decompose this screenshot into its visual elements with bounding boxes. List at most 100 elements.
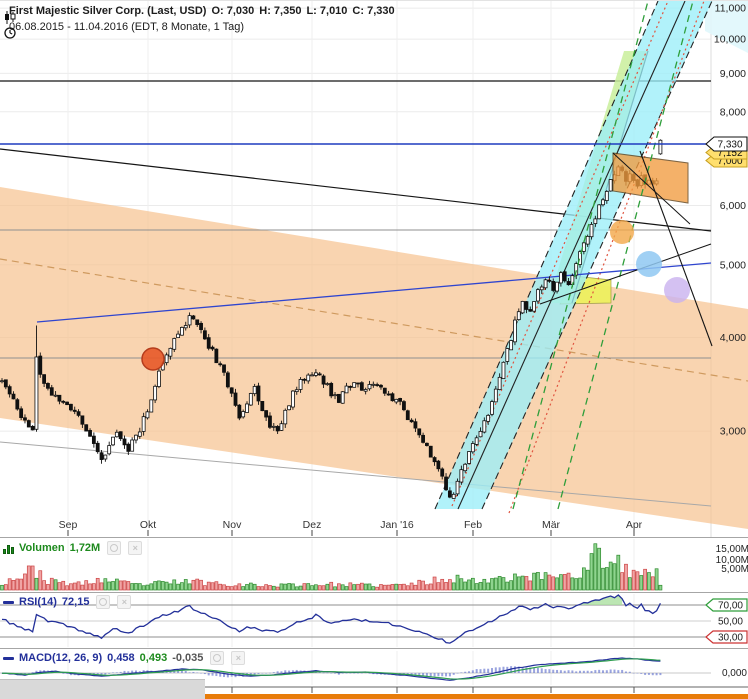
rsi-axis-label: 50,00 — [718, 617, 743, 628]
annotation-marker-circle-blue[interactable] — [636, 251, 662, 277]
macd-histogram-bar — [337, 673, 340, 675]
candle-body — [187, 315, 192, 326]
macd-histogram-bar — [242, 673, 245, 677]
candle-body — [520, 300, 525, 314]
volume-bar — [624, 563, 628, 591]
rsi-value: 72,15 — [61, 596, 90, 608]
annotation-marker-circle-purple[interactable] — [664, 277, 690, 303]
rsi-settings-button[interactable] — [96, 595, 111, 609]
candle-body — [122, 438, 127, 446]
volume-bar — [409, 582, 414, 591]
candle-body — [114, 431, 119, 438]
candle-body — [157, 370, 161, 387]
volume-bar — [314, 584, 318, 591]
volume-bar — [631, 569, 636, 591]
annotation-blue-uptrend[interactable] — [36, 262, 712, 323]
macd-histogram-bar — [207, 673, 210, 676]
alert-price-tag-text: 7,000 — [717, 156, 742, 167]
macd-histogram-bar — [659, 673, 662, 676]
rsi-close-button[interactable]: × — [117, 595, 132, 609]
volume-bar — [61, 580, 66, 591]
annotation-wedge-line-inner[interactable] — [612, 152, 691, 225]
price-axis-label: 8,000 — [720, 106, 746, 118]
macd-histogram-bar — [39, 670, 42, 673]
macd-histogram-bar — [364, 672, 367, 674]
candle-body — [84, 424, 89, 432]
candle-body — [562, 271, 567, 282]
volume-bar — [291, 583, 295, 591]
macd-settings-button[interactable] — [210, 651, 225, 665]
candle-body — [455, 480, 460, 495]
annotation-band-median[interactable] — [0, 258, 748, 382]
volume-bar — [180, 582, 184, 591]
macd-histogram-bar — [192, 671, 195, 673]
annotation-marker-circle-red[interactable] — [141, 347, 165, 371]
annotation-support-extension[interactable] — [539, 243, 712, 305]
volume-bar — [306, 583, 311, 591]
candle-body — [444, 476, 448, 491]
volume-bar — [455, 574, 460, 591]
macd-panel-canvas[interactable]: 0,000 — [0, 649, 748, 699]
candle-body — [585, 235, 590, 245]
volume-bar — [344, 586, 349, 591]
annotation-marker-circle-orange[interactable] — [610, 220, 634, 244]
candle-body — [536, 289, 540, 302]
volume-bar — [260, 586, 265, 591]
candle-body — [164, 354, 169, 364]
candle-body — [291, 390, 295, 408]
macd-histogram-bar — [280, 671, 283, 673]
volume-bar — [478, 582, 483, 591]
candle-body — [451, 493, 456, 499]
price-axis-label: 5,000 — [720, 259, 746, 271]
candle-body — [306, 374, 311, 382]
annotation-red-dotted-2[interactable] — [508, 1, 705, 514]
main-chart-canvas[interactable]: Sep Okt Nov Dez Jan '16 Feb Mär Apr 11,000 10,000… — [0, 1, 748, 537]
annotation-cyan-channel[interactable] — [435, 1, 712, 509]
annotation-cyan-border-left[interactable] — [434, 1, 659, 510]
volume-bar — [252, 583, 257, 591]
month-label: Sep — [59, 519, 78, 531]
macd-histogram-bar — [341, 673, 344, 674]
rsi-level-tag[interactable] — [705, 630, 748, 644]
range-scrollbar[interactable] — [205, 694, 748, 699]
volume-bar — [413, 584, 418, 591]
candle-body — [390, 393, 395, 402]
volume-bar — [432, 576, 437, 591]
candle-body — [402, 401, 406, 411]
panel-separator — [0, 648, 748, 649]
annotation-green-dashed-2[interactable] — [557, 1, 694, 510]
macd-histogram-bar — [223, 673, 226, 678]
annotation-green-dashed-1[interactable] — [512, 1, 649, 510]
candle-body — [245, 403, 249, 413]
volume-bar — [509, 580, 513, 591]
annotation-wedge-line-steep[interactable] — [639, 150, 713, 347]
rsi-panel-canvas[interactable]: 70,00 50,00 30,00 — [0, 592, 748, 649]
macd-histogram-bar — [529, 667, 532, 673]
macd-signal-value: 0,493 — [139, 652, 168, 664]
macd-histogram-bar — [112, 672, 115, 673]
volume-settings-button[interactable] — [107, 541, 122, 555]
volume-close-button[interactable]: × — [128, 541, 143, 555]
annotation-cyan-border-right[interactable] — [481, 1, 713, 510]
volume-bar — [658, 584, 663, 591]
macd-histogram-bar — [272, 672, 275, 673]
annotation-lower-gray-trend[interactable] — [0, 441, 712, 507]
month-label: Feb — [464, 519, 482, 531]
macd-label: MACD(12, 26, 9) — [19, 652, 103, 664]
candle-body — [459, 469, 464, 483]
rsi-level-tag[interactable] — [705, 598, 748, 612]
candle-body — [340, 391, 345, 404]
volume-bar — [199, 579, 203, 591]
candle-body — [463, 463, 468, 472]
macd-close-button[interactable]: × — [231, 651, 246, 665]
macd-histogram-bar — [200, 672, 203, 674]
candle-body — [7, 386, 12, 395]
candle-body — [214, 348, 219, 364]
annotation-corner-wash[interactable] — [705, 1, 748, 53]
volume-bar — [597, 547, 602, 591]
panel-separator — [0, 537, 748, 538]
candle-body — [256, 385, 261, 402]
rsi-label: RSI(14) — [19, 596, 57, 608]
annotation-cyan-median[interactable] — [457, 1, 686, 510]
